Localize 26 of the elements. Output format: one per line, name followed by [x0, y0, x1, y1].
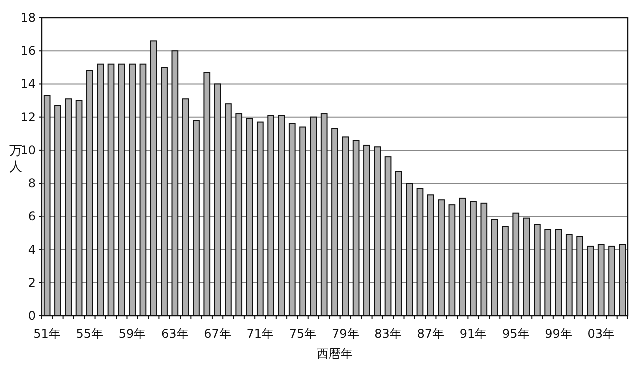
x-tick-label: 63年 — [162, 327, 189, 341]
y-tick-label: 16 — [20, 44, 36, 58]
x-tick-label: 83年 — [374, 327, 402, 341]
x-tick-label: 59年 — [118, 327, 146, 341]
x-tick-label: 87年 — [417, 327, 445, 341]
y-tick-label: 8 — [28, 176, 36, 191]
y-tick-label: 4 — [28, 242, 36, 257]
x-axis-title: 西暦年 — [317, 347, 353, 361]
x-tick-label: 95年 — [502, 327, 530, 341]
x-tick-label: 03年 — [588, 327, 616, 341]
x-tick-label: 71年 — [246, 327, 274, 341]
x-tick-label: 51年 — [34, 327, 61, 341]
y-tick-label: 2 — [28, 276, 36, 290]
x-tick-label: 55年 — [76, 327, 104, 341]
y-tick-label: 6 — [28, 210, 36, 224]
y-tick-label: 0 — [28, 309, 36, 323]
y-axis-title: 万人 — [10, 144, 22, 175]
x-tick-label: 75年 — [289, 327, 317, 341]
y-tick-label: 18 — [20, 11, 36, 25]
x-tick-label: 99年 — [545, 327, 572, 341]
x-tick-label: 91年 — [460, 327, 488, 341]
y-tick-label: 14 — [20, 77, 36, 92]
y-tick-label: 10 — [20, 143, 36, 158]
y-tick-label: 12 — [20, 110, 36, 124]
x-tick-label: 67年 — [204, 327, 232, 341]
x-tick-label: 79年 — [332, 327, 360, 341]
